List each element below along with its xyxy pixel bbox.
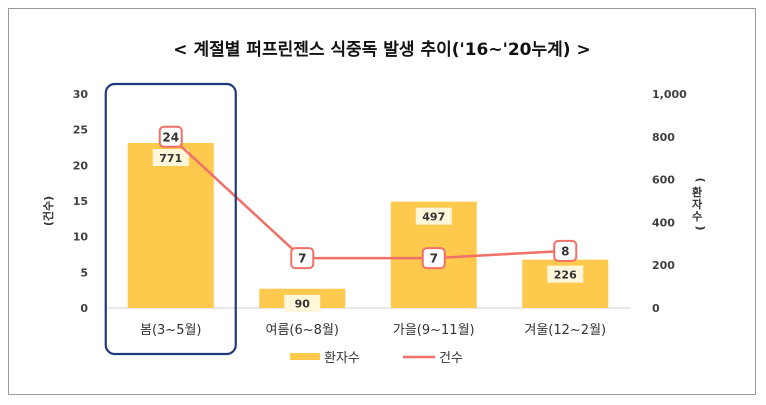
category-label: 봄(3~5월) bbox=[140, 323, 202, 338]
bar bbox=[127, 143, 214, 308]
bar-value-label-bg bbox=[547, 265, 584, 283]
line-value-label: 24 bbox=[162, 130, 179, 144]
left-tick-label: 10 bbox=[73, 231, 89, 244]
chart-frame: < 계절별 퍼프린젠스 식중독 발생 추이('16~'20누계) > 0 5 10 1… bbox=[8, 8, 756, 395]
left-axis-label: (건수) bbox=[41, 196, 55, 226]
left-tick-label: 20 bbox=[73, 159, 89, 172]
line-point-marker bbox=[158, 125, 183, 148]
line-value-label: 7 bbox=[298, 252, 306, 266]
line-point-marker bbox=[553, 239, 578, 262]
highlight-box bbox=[104, 82, 237, 356]
left-axis-ticks: 0 5 10 15 20 25 30 bbox=[73, 88, 89, 315]
left-tick-label: 5 bbox=[80, 266, 88, 279]
category-label: 여름(6~8월) bbox=[266, 323, 339, 338]
legend-label-bar: 환자수 bbox=[324, 351, 360, 366]
legend-label-line: 건수 bbox=[439, 351, 463, 366]
category-labels: 봄(3~5월) 여름(6~8월) 가을(9~11월) 겨울(12~2월) bbox=[140, 323, 606, 338]
category-label: 겨울(12~2월) bbox=[524, 323, 606, 338]
right-tick-label: 400 bbox=[652, 216, 675, 229]
bar-value-label-bg bbox=[152, 149, 189, 167]
right-axis-label-char: ) bbox=[694, 225, 707, 230]
right-tick-label: 200 bbox=[652, 259, 675, 272]
bar-value-label-bg bbox=[415, 207, 452, 225]
bar-value-label-bg bbox=[284, 294, 321, 312]
left-tick-label: 0 bbox=[80, 302, 88, 315]
line-point-marker bbox=[290, 247, 315, 270]
chart: < 계절별 퍼프린젠스 식중독 발생 추이('16~'20누계) > 0 5 10 1… bbox=[41, 39, 707, 366]
right-tick-label: 0 bbox=[652, 302, 660, 315]
chart-title: < 계절별 퍼프린젠스 식중독 발생 추이('16~'20누계) > bbox=[173, 39, 590, 60]
left-tick-label: 25 bbox=[73, 124, 88, 137]
right-tick-label: 800 bbox=[652, 131, 675, 144]
right-axis-ticks: 0 200 400 600 800 1,000 bbox=[652, 88, 687, 315]
bar-value-label: 497 bbox=[422, 211, 445, 224]
right-axis-label-char: 환 bbox=[692, 185, 702, 199]
line-series: 24 7 7 8 bbox=[158, 125, 578, 270]
category-label: 가을(9~11월) bbox=[393, 323, 475, 338]
right-axis-label: ( 환자수) bbox=[692, 177, 707, 230]
right-tick-label: 600 bbox=[652, 174, 675, 187]
line-point-marker bbox=[421, 247, 446, 270]
legend: 환자수 건수 bbox=[290, 351, 463, 366]
bar-series: 771 90 497 226 bbox=[127, 143, 609, 312]
left-tick-label: 30 bbox=[73, 88, 89, 101]
bar-value-label: 771 bbox=[159, 152, 182, 165]
right-axis-label-char: ( bbox=[694, 177, 707, 182]
right-axis-label-char: 자 bbox=[692, 197, 703, 211]
line-path bbox=[169, 135, 566, 260]
legend-swatch-bar bbox=[290, 353, 320, 360]
right-tick-label: 1,000 bbox=[652, 88, 687, 101]
bar-value-label: 226 bbox=[554, 269, 577, 282]
right-axis-label-char: 수 bbox=[692, 210, 702, 223]
line-value-label: 8 bbox=[561, 244, 569, 258]
line-value-label: 7 bbox=[430, 252, 438, 266]
left-tick-label: 15 bbox=[73, 195, 88, 208]
bar-value-label: 90 bbox=[295, 298, 311, 311]
